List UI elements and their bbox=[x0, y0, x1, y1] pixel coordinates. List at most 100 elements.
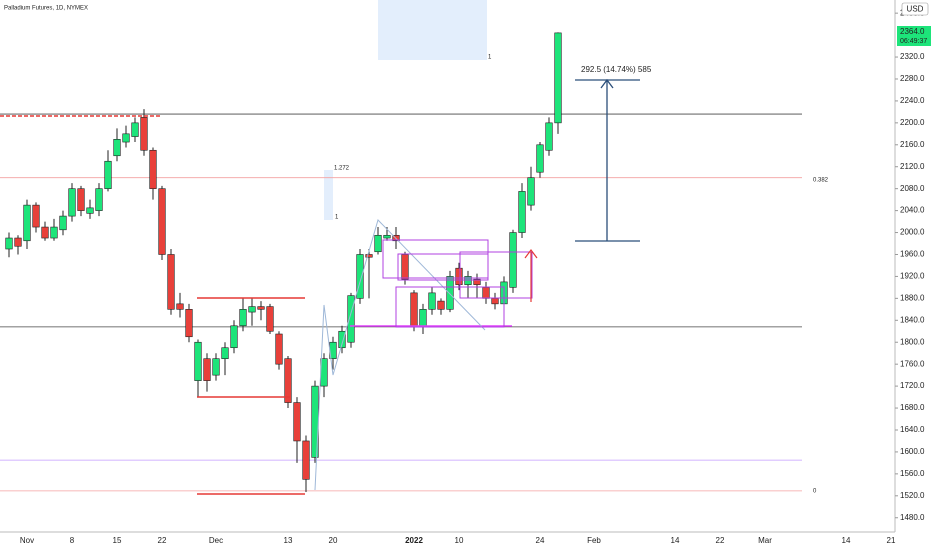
candle-body bbox=[5, 237, 13, 250]
candle-body bbox=[185, 309, 193, 338]
chart-title: Palladium Futures, 1D, NYMEX bbox=[4, 6, 88, 12]
candle-body bbox=[122, 133, 130, 143]
last-price: 2364.0 bbox=[900, 27, 925, 36]
fib-label: 1 bbox=[335, 215, 339, 221]
candle-body bbox=[41, 226, 49, 239]
candle-body bbox=[86, 207, 94, 214]
fib-label: 0 bbox=[813, 489, 817, 495]
fib-zone bbox=[378, 0, 487, 60]
candle-body bbox=[437, 300, 445, 310]
candle-body bbox=[77, 188, 85, 211]
zone-box bbox=[459, 251, 533, 299]
candle-body bbox=[284, 358, 292, 403]
x-tick-label: 13 bbox=[284, 536, 293, 545]
candle-body bbox=[320, 358, 328, 387]
candle-body bbox=[23, 204, 31, 242]
measure-label: 292.5 (14.74%) 585 bbox=[581, 65, 652, 74]
candle-body bbox=[131, 122, 139, 137]
y-tick-label: 1840.0 bbox=[900, 315, 925, 324]
x-tick-label: 22 bbox=[158, 536, 167, 545]
candle-body bbox=[491, 298, 499, 305]
candle-body bbox=[428, 292, 436, 310]
x-tick-label: 14 bbox=[842, 536, 851, 545]
candle-body bbox=[482, 287, 490, 299]
candle-body bbox=[104, 160, 112, 189]
candle-body bbox=[374, 234, 382, 253]
currency: USD bbox=[907, 5, 924, 14]
candle-body bbox=[194, 341, 202, 381]
candle-body bbox=[554, 32, 562, 124]
candle-body bbox=[545, 122, 553, 151]
x-tick-label: Feb bbox=[587, 536, 601, 545]
candle-body bbox=[410, 292, 418, 327]
candle-body bbox=[248, 306, 256, 313]
x-tick-label: Dec bbox=[209, 536, 223, 545]
x-tick-label: 10 bbox=[455, 536, 464, 545]
candle-body bbox=[158, 188, 166, 255]
x-tick-label: Nov bbox=[20, 536, 34, 545]
x-tick-label: 2022 bbox=[405, 536, 423, 545]
y-tick-label: 1640.0 bbox=[900, 425, 925, 434]
y-tick-label: 1720.0 bbox=[900, 381, 925, 390]
x-tick-label: 24 bbox=[536, 536, 545, 545]
x-tick-label: 15 bbox=[113, 536, 122, 545]
x-tick-label: 22 bbox=[716, 536, 725, 545]
candle-body bbox=[302, 440, 310, 480]
arrow bbox=[600, 78, 614, 89]
plot-area bbox=[0, 32, 802, 492]
candle-body bbox=[473, 278, 481, 285]
y-tick-label: 1560.0 bbox=[900, 469, 925, 478]
candle-body bbox=[266, 306, 274, 332]
y-tick-label: 1760.0 bbox=[900, 359, 925, 368]
fib-label: 0.382 bbox=[813, 178, 829, 184]
drawings: 292.5 (14.74%) 585 1.272 1 1 0.382 0 bbox=[0, 55, 829, 495]
x-tick-label: Mar bbox=[758, 536, 772, 545]
candle-body bbox=[221, 347, 229, 359]
y-tick-label: 2040.0 bbox=[900, 206, 925, 215]
y-tick-label: 1680.0 bbox=[900, 403, 925, 412]
candle-body bbox=[455, 267, 463, 285]
y-tick-label: 1920.0 bbox=[900, 272, 925, 281]
candle-body bbox=[113, 139, 121, 157]
candle-body bbox=[275, 333, 283, 365]
candle-body bbox=[32, 204, 40, 228]
y-tick-label: 2000.0 bbox=[900, 228, 925, 237]
zone-box bbox=[395, 286, 505, 328]
x-tick-label: 20 bbox=[329, 536, 338, 545]
candle-body bbox=[167, 254, 175, 310]
price-tag bbox=[897, 26, 931, 46]
y-tick-label: 2320.0 bbox=[900, 52, 925, 61]
y-tick-label: 1480.0 bbox=[900, 513, 925, 522]
candle-body bbox=[401, 254, 409, 280]
trend-line bbox=[314, 219, 486, 491]
candle-body bbox=[230, 325, 238, 349]
candle-body bbox=[356, 254, 364, 299]
candle-body bbox=[347, 295, 355, 343]
y-tick-label: 1960.0 bbox=[900, 250, 925, 259]
x-tick-label: 21 bbox=[887, 536, 896, 545]
candle-body bbox=[176, 303, 184, 310]
candle-body bbox=[464, 276, 472, 285]
candle-body bbox=[365, 254, 373, 258]
candle-body bbox=[293, 402, 301, 442]
countdown: 06:49:37 bbox=[900, 38, 927, 45]
candle-body bbox=[140, 117, 148, 151]
x-tick-label: 14 bbox=[671, 536, 680, 545]
candle-body bbox=[50, 226, 58, 239]
arrow bbox=[524, 249, 538, 259]
candle-body bbox=[95, 188, 103, 211]
fib-label: 1 bbox=[488, 55, 492, 61]
candle-body bbox=[59, 215, 67, 231]
currency-box bbox=[901, 2, 929, 16]
candle-body bbox=[536, 144, 544, 173]
candle-body bbox=[239, 309, 247, 327]
fib-label: 1.272 bbox=[334, 166, 350, 172]
candle-body bbox=[203, 358, 211, 381]
candle-body bbox=[446, 276, 454, 310]
y-tick-label: 2240.0 bbox=[900, 96, 925, 105]
y-tick-label: 2120.0 bbox=[900, 162, 925, 171]
candle-body bbox=[527, 177, 535, 206]
candle-body bbox=[338, 330, 346, 349]
